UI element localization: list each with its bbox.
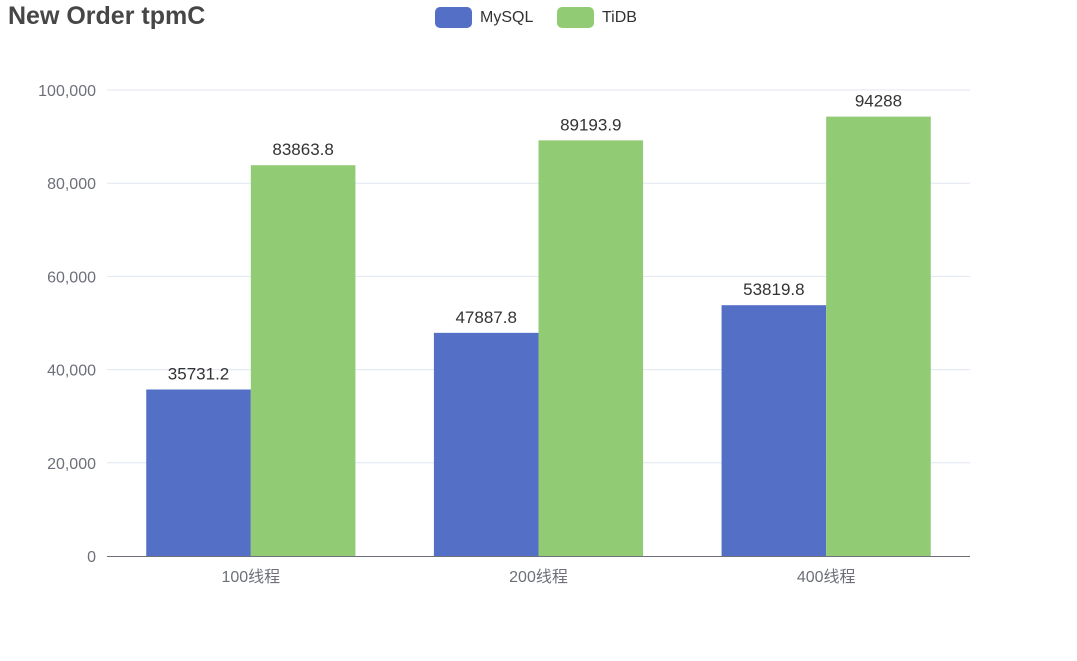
bar-tidb bbox=[826, 116, 931, 556]
bar-mysql bbox=[146, 389, 251, 556]
data-label: 35731.2 bbox=[168, 364, 229, 383]
legend-swatch-tidb bbox=[557, 7, 594, 28]
y-tick-label: 20,000 bbox=[47, 456, 96, 473]
x-tick-label: 200线程 bbox=[509, 568, 568, 586]
legend-item-mysql[interactable]: MySQL bbox=[435, 7, 533, 28]
data-label: 53819.8 bbox=[743, 280, 804, 299]
y-tick-label: 60,000 bbox=[47, 269, 96, 286]
data-label: 89193.9 bbox=[560, 115, 621, 134]
bar-tidb bbox=[250, 165, 356, 556]
legend-label-mysql: MySQL bbox=[480, 8, 534, 26]
y-tick-label: 40,000 bbox=[47, 363, 96, 380]
bar-mysql bbox=[433, 332, 539, 556]
x-tick-label: 100线程 bbox=[221, 568, 280, 586]
chart-title: New Order tpmC bbox=[8, 2, 206, 30]
y-tick-label: 0 bbox=[87, 549, 96, 566]
data-label: 47887.8 bbox=[455, 308, 516, 327]
y-tick-label: 80,000 bbox=[47, 176, 96, 193]
legend-swatch-mysql bbox=[435, 7, 472, 28]
y-tick-label: 100,000 bbox=[38, 83, 96, 100]
data-label: 94288 bbox=[855, 92, 902, 111]
legend-label-tidb: TiDB bbox=[602, 8, 637, 26]
data-label: 83863.8 bbox=[272, 140, 333, 159]
x-tick-label: 400线程 bbox=[797, 568, 856, 586]
bar-mysql bbox=[721, 305, 827, 556]
legend-item-tidb[interactable]: TiDB bbox=[557, 7, 637, 28]
bar-tidb bbox=[538, 140, 644, 556]
